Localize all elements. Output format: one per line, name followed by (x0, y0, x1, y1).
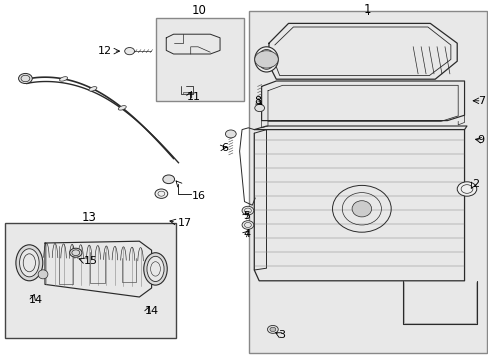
Bar (183, 92, 192, 94)
Text: 16: 16 (192, 191, 206, 201)
Text: 15: 15 (84, 256, 98, 266)
Text: 17: 17 (177, 218, 191, 228)
Circle shape (254, 51, 278, 68)
Ellipse shape (16, 245, 43, 281)
Circle shape (267, 325, 278, 333)
Text: 1: 1 (363, 3, 371, 15)
Circle shape (155, 189, 167, 198)
Circle shape (254, 104, 264, 112)
Ellipse shape (60, 77, 67, 81)
Circle shape (242, 221, 253, 229)
Text: 13: 13 (81, 211, 96, 224)
Text: 11: 11 (186, 92, 201, 102)
Ellipse shape (89, 87, 97, 91)
Ellipse shape (146, 256, 164, 282)
Circle shape (242, 206, 253, 215)
Ellipse shape (69, 248, 81, 257)
Ellipse shape (351, 201, 371, 217)
Bar (5, 223, 176, 338)
Circle shape (269, 327, 275, 332)
Circle shape (225, 130, 236, 138)
Ellipse shape (20, 249, 39, 277)
Text: 12: 12 (97, 46, 111, 56)
Text: 10: 10 (192, 4, 206, 17)
Circle shape (124, 48, 134, 55)
Circle shape (163, 175, 174, 184)
Text: 3: 3 (277, 330, 284, 340)
Ellipse shape (118, 105, 126, 110)
Ellipse shape (38, 270, 48, 279)
Text: 5: 5 (243, 211, 250, 221)
Text: 6: 6 (221, 143, 228, 153)
Bar (156, 18, 244, 101)
Ellipse shape (143, 253, 167, 285)
Text: 8: 8 (254, 96, 261, 106)
Ellipse shape (254, 47, 278, 72)
Text: 14: 14 (144, 306, 159, 316)
Circle shape (456, 182, 476, 196)
Text: 2: 2 (471, 179, 478, 189)
Text: 7: 7 (477, 96, 485, 106)
Bar (249, 11, 486, 353)
Text: 9: 9 (476, 135, 483, 145)
Text: 4: 4 (243, 229, 250, 239)
Text: 14: 14 (28, 294, 42, 305)
Circle shape (19, 73, 32, 84)
